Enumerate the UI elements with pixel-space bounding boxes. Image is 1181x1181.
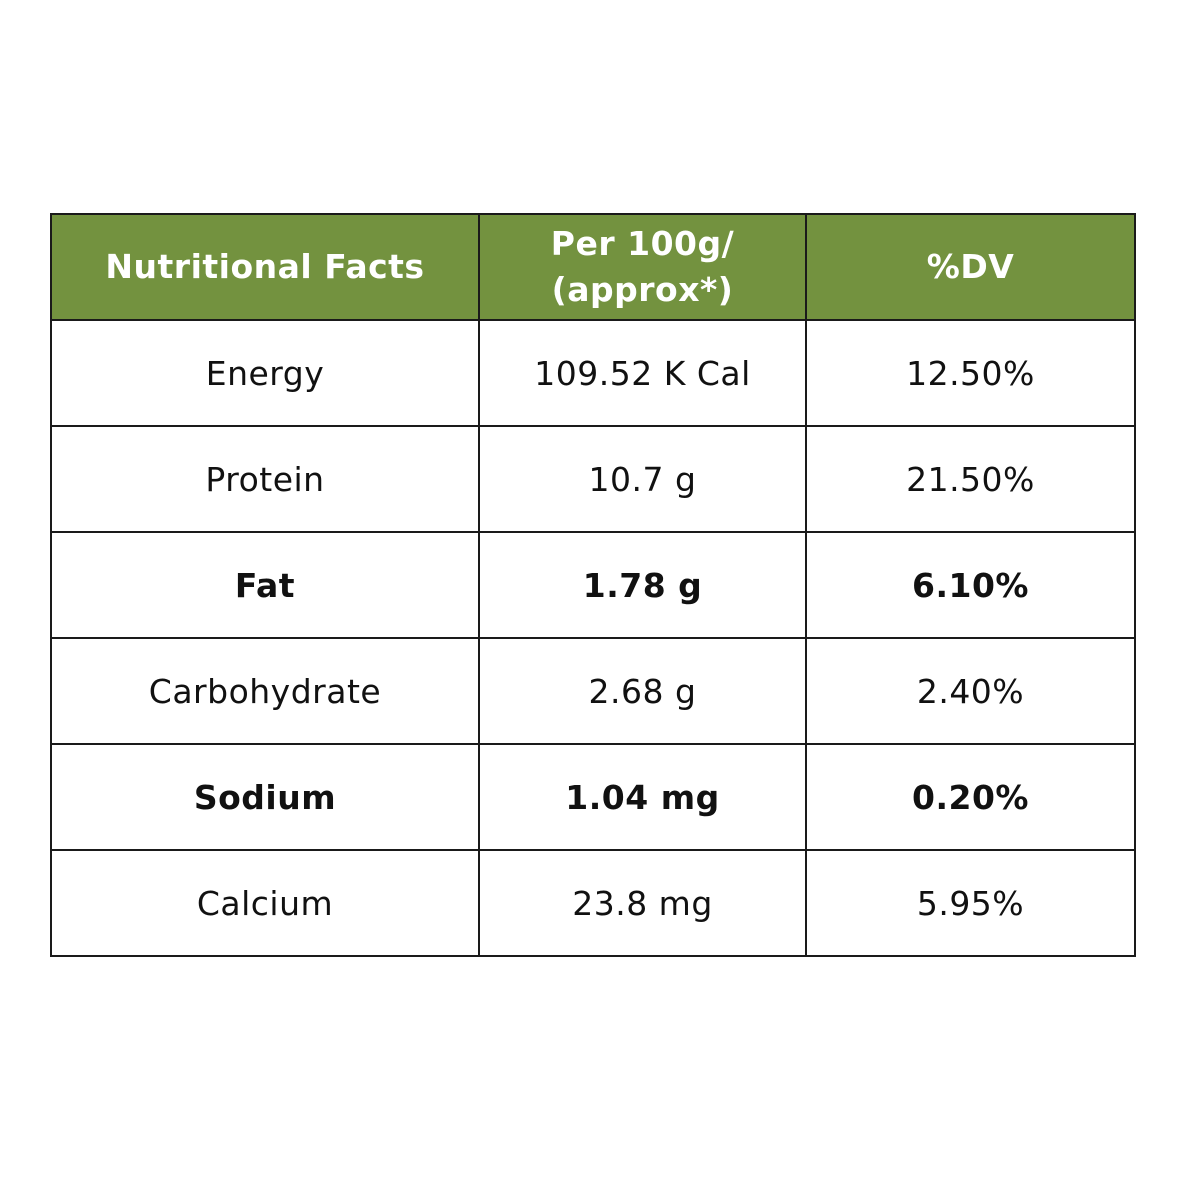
per100-cell: 23.8 mg <box>478 849 807 957</box>
dv-cell: 6.10% <box>805 531 1136 639</box>
nutrition-facts-table: Nutritional Facts Per 100g/ (approx*) %D… <box>50 213 1136 957</box>
dv-cell: 2.40% <box>805 637 1136 745</box>
per100-cell: 109.52 K Cal <box>478 319 807 427</box>
per100-cell: 2.68 g <box>478 637 807 745</box>
header-per-100g: Per 100g/ (approx*) <box>478 213 807 321</box>
dv-cell: 5.95% <box>805 849 1136 957</box>
table-header-row: Nutritional Facts Per 100g/ (approx*) %D… <box>50 213 1136 321</box>
nutrient-cell: Calcium <box>50 849 480 957</box>
dv-cell: 12.50% <box>805 319 1136 427</box>
table-row-fat: Fat 1.78 g 6.10% <box>50 531 1136 639</box>
header-dv: %DV <box>805 213 1136 321</box>
per100-cell: 1.78 g <box>478 531 807 639</box>
table-row-sodium: Sodium 1.04 mg 0.20% <box>50 743 1136 851</box>
table-row-carbohydrate: Carbohydrate 2.68 g 2.40% <box>50 637 1136 745</box>
header-nutritional-facts: Nutritional Facts <box>50 213 480 321</box>
header-per-100g-line1: Per 100g/ <box>550 224 735 263</box>
nutrient-cell: Energy <box>50 319 480 427</box>
nutrient-cell: Fat <box>50 531 480 639</box>
table-row-calcium: Calcium 23.8 mg 5.95% <box>50 849 1136 957</box>
dv-cell: 0.20% <box>805 743 1136 851</box>
table-row-energy: Energy 109.52 K Cal 12.50% <box>50 319 1136 427</box>
table-row-protein: Protein 10.7 g 21.50% <box>50 425 1136 533</box>
header-per-100g-line2: (approx*) <box>551 270 734 309</box>
per100-cell: 10.7 g <box>478 425 807 533</box>
nutrient-cell: Sodium <box>50 743 480 851</box>
nutrient-cell: Protein <box>50 425 480 533</box>
nutrient-cell: Carbohydrate <box>50 637 480 745</box>
per100-cell: 1.04 mg <box>478 743 807 851</box>
dv-cell: 21.50% <box>805 425 1136 533</box>
